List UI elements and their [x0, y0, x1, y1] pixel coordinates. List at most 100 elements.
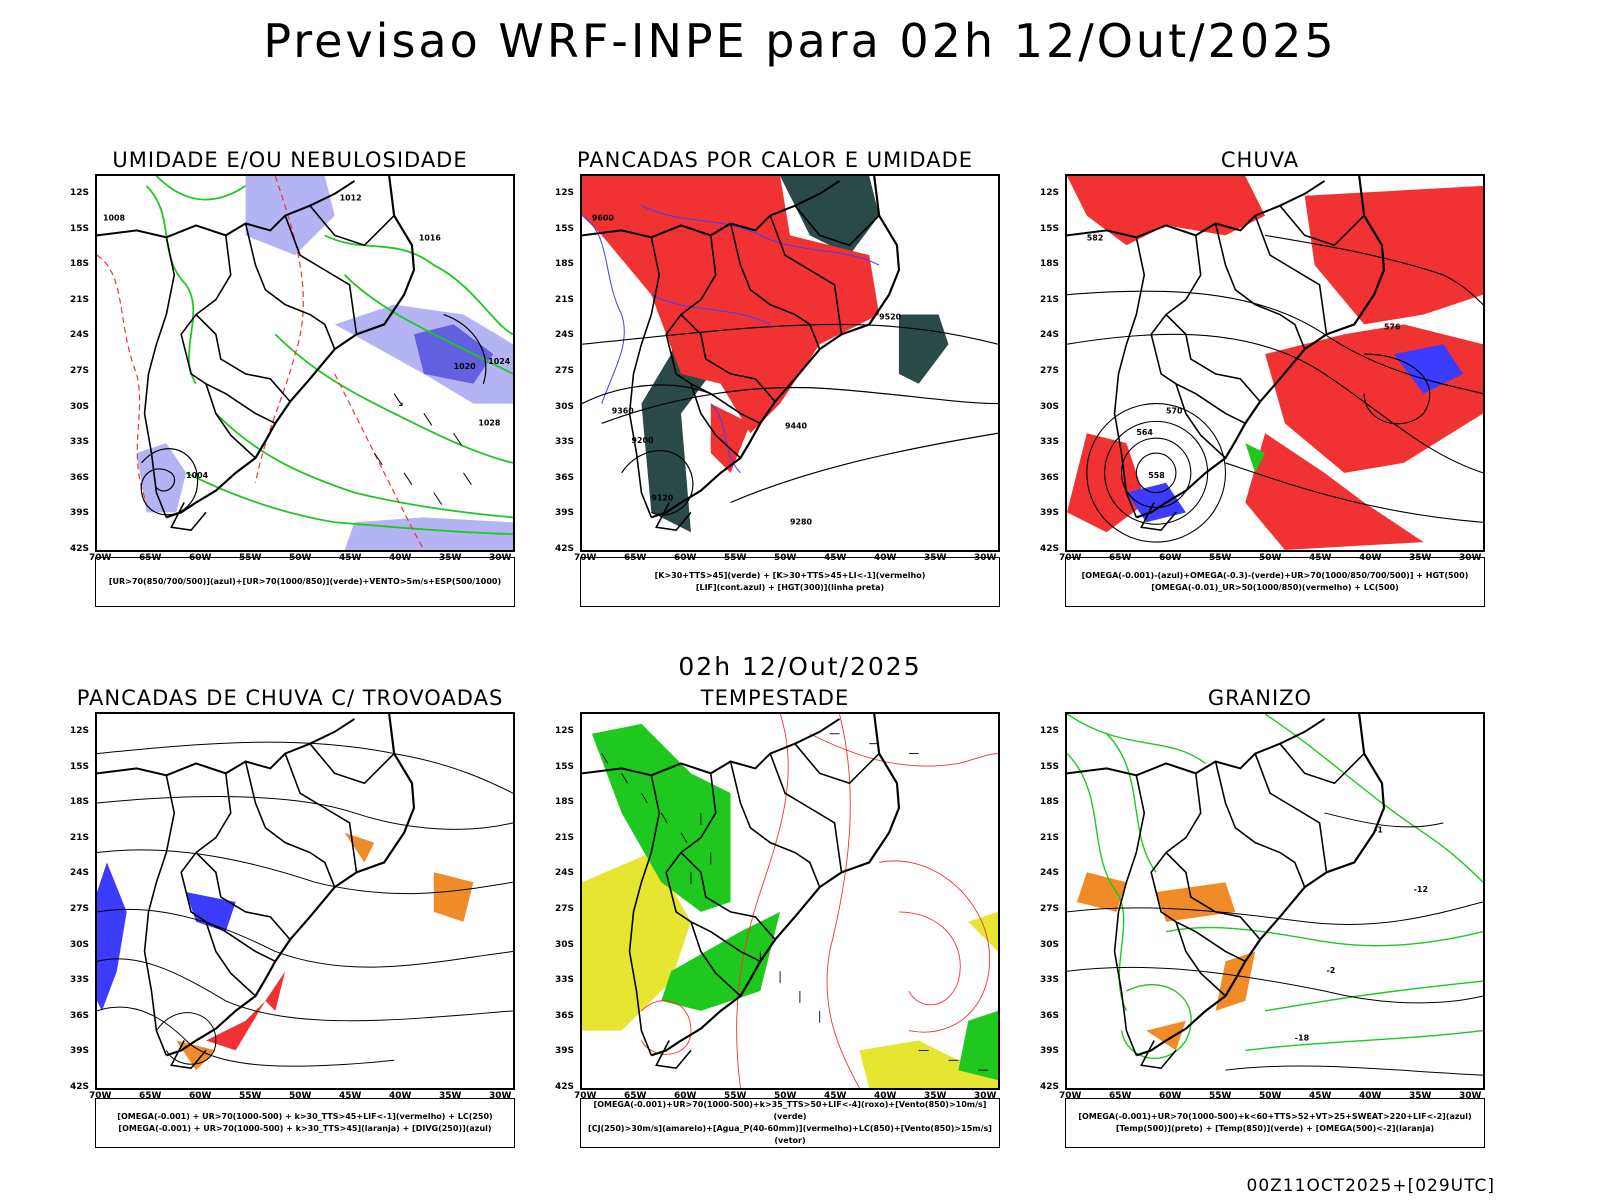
- longitude-tick-label: 70W: [1059, 553, 1082, 563]
- longitude-tick-label: 70W: [574, 553, 597, 563]
- isobar-label: 1008: [103, 214, 126, 223]
- isobar-label: 1020: [454, 362, 477, 371]
- latitude-tick-label: 12S: [554, 726, 574, 736]
- map-pancadas-trovoadas: [95, 712, 515, 1090]
- latitude-tick-label: 42S: [554, 544, 574, 554]
- longitude-tick-label: 30W: [489, 553, 512, 563]
- latitude-tick-label: 27S: [1039, 366, 1059, 376]
- height-label: 9520: [879, 312, 902, 321]
- longitude-tick-label: 35W: [924, 553, 947, 563]
- temp-label: -2: [1327, 966, 1336, 975]
- map-chuva: 582 576 570 564 558: [1065, 174, 1485, 552]
- longitude-tick-label: 65W: [624, 1091, 647, 1101]
- longitude-tick-label: 55W: [1209, 553, 1232, 563]
- height-label: 9360: [612, 406, 635, 415]
- longitude-tick-label: 65W: [1109, 553, 1132, 563]
- latitude-tick-label: 33S: [554, 437, 574, 448]
- longitude-tick-label: 70W: [1059, 1091, 1082, 1101]
- legend-pancadas-trovoadas: [OMEGA(-0.001) + UR>70(1000-500) + k>30_…: [95, 1098, 515, 1148]
- longitude-tick-label: 30W: [974, 553, 997, 563]
- longitude-tick-label: 55W: [239, 553, 262, 563]
- height-label: 558: [1148, 471, 1165, 480]
- latitude-tick-label: 15S: [554, 223, 574, 234]
- isobar-label: 1016: [419, 233, 442, 242]
- legend-chuva: [OMEGA(-0.001)-(azul)+OMEGA(-0.3)-(verde…: [1065, 557, 1485, 607]
- panel-pancadas-trovoadas: PANCADAS DE CHUVA C/ TROVOADAS [OMEGA(-0…: [55, 678, 525, 1168]
- latitude-tick-label: 42S: [1039, 1082, 1059, 1092]
- latitude-tick-label: 36S: [554, 1010, 574, 1021]
- longitude-tick-label: 50W: [289, 1091, 312, 1101]
- latitude-tick-label: 12S: [1039, 726, 1059, 736]
- legend-line: [OMEGA(-0.01)_UR>50(1000/850)(vermelho) …: [1151, 583, 1399, 592]
- isobar-label: 1028: [478, 418, 501, 427]
- latitude-tick-label: 27S: [69, 904, 89, 914]
- latitude-tick-label: 24S: [554, 868, 574, 879]
- latitude-tick-label: 21S: [1039, 294, 1059, 305]
- panel-tempestade: TEMPESTADE: [540, 678, 1010, 1168]
- latitude-tick-label: 39S: [554, 1046, 574, 1057]
- isobar-label: 1024: [488, 357, 511, 366]
- longitude-tick-label: 30W: [974, 1091, 997, 1101]
- longitude-tick-label: 50W: [1259, 1091, 1282, 1101]
- temp-label: -12: [1414, 885, 1428, 894]
- legend-line: [K>30+TTS>45](verde) + [K>30+TTS>45+LI<-…: [654, 571, 926, 580]
- longitude-tick-label: 30W: [489, 1091, 512, 1101]
- isobar-label: 1012: [340, 194, 362, 203]
- legend-line: [OMEGA(-0.001) + UR>70(1000-500) + k>30_…: [118, 1124, 492, 1133]
- latitude-tick-label: 18S: [69, 797, 89, 808]
- latitude-tick-label: 27S: [554, 904, 574, 914]
- latitude-tick-label: 42S: [69, 1082, 89, 1092]
- longitude-tick-label: 45W: [339, 553, 362, 563]
- latitude-tick-label: 24S: [1039, 330, 1059, 341]
- panel-title: GRANIZO: [1207, 686, 1313, 710]
- latitude-tick-label: 15S: [1039, 761, 1059, 772]
- latitude-tick-label: 21S: [1039, 832, 1059, 843]
- height-label: 9120: [651, 494, 674, 503]
- latitude-tick-label: 24S: [1039, 868, 1059, 879]
- latitude-tick-label: 21S: [69, 294, 89, 305]
- longitude-tick-label: 30W: [1459, 1091, 1482, 1101]
- isobar-label: 1004: [186, 471, 209, 480]
- height-label: 582: [1087, 233, 1104, 242]
- panel-title: PANCADAS DE CHUVA C/ TROVOADAS: [76, 686, 504, 710]
- longitude-tick-label: 40W: [874, 1091, 897, 1101]
- latitude-tick-label: 24S: [69, 330, 89, 341]
- latitude-tick-label: 33S: [554, 975, 574, 986]
- longitude-tick-label: 65W: [139, 553, 162, 563]
- latitude-tick-label: 12S: [554, 188, 574, 198]
- run-timestamp: 00Z11OCT2025+[029UTC]: [1246, 1176, 1495, 1196]
- latitude-tick-label: 42S: [554, 1082, 574, 1092]
- latitude-tick-label: 24S: [554, 330, 574, 341]
- panel-umidade: UMIDADE E/OU NEBULOSIDADE: [55, 140, 525, 620]
- panel-title: UMIDADE E/OU NEBULOSIDADE: [112, 148, 468, 172]
- height-label: 9280: [790, 517, 813, 526]
- map-pancadas-calor: 9600 9520 9440 9360 9280 9200 9120: [580, 174, 1000, 552]
- panel-title: PANCADAS POR CALOR E UMIDADE: [576, 148, 974, 172]
- latitude-tick-label: 24S: [69, 868, 89, 879]
- latitude-tick-label: 30S: [69, 401, 89, 412]
- longitude-tick-label: 40W: [1359, 553, 1382, 563]
- main-title: Previsao WRF-INPE para 02h 12/Out/2025: [263, 14, 1337, 68]
- latitude-tick-label: 33S: [69, 437, 89, 448]
- longitude-tick-label: 70W: [574, 1091, 597, 1101]
- latitude-tick-label: 30S: [69, 939, 89, 950]
- longitude-tick-label: 55W: [1209, 1091, 1232, 1101]
- latitude-tick-label: 15S: [554, 761, 574, 772]
- longitude-tick-label: 60W: [674, 1091, 697, 1101]
- longitude-tick-label: 45W: [1309, 1091, 1332, 1101]
- legend-granizo: [OMEGA(-0.001)+UR>70(1000-500)+k<60+TTS>…: [1065, 1098, 1485, 1148]
- longitude-tick-label: 50W: [774, 1091, 797, 1101]
- map-granizo: -12 -18 -2 -1: [1065, 712, 1485, 1090]
- longitude-tick-label: 60W: [189, 1091, 212, 1101]
- longitude-tick-label: 55W: [724, 553, 747, 563]
- height-label: 9600: [592, 214, 615, 223]
- longitude-tick-label: 55W: [724, 1091, 747, 1101]
- latitude-tick-label: 12S: [69, 188, 89, 198]
- height-label: 564: [1136, 428, 1153, 437]
- longitude-tick-label: 40W: [874, 553, 897, 563]
- height-label: 570: [1166, 406, 1183, 415]
- longitude-tick-label: 55W: [239, 1091, 262, 1101]
- latitude-tick-label: 15S: [1039, 223, 1059, 234]
- latitude-tick-label: 42S: [69, 544, 89, 554]
- legend-umidade: [UR>70(850/700/500)](azul)+[UR>70(1000/8…: [95, 557, 515, 607]
